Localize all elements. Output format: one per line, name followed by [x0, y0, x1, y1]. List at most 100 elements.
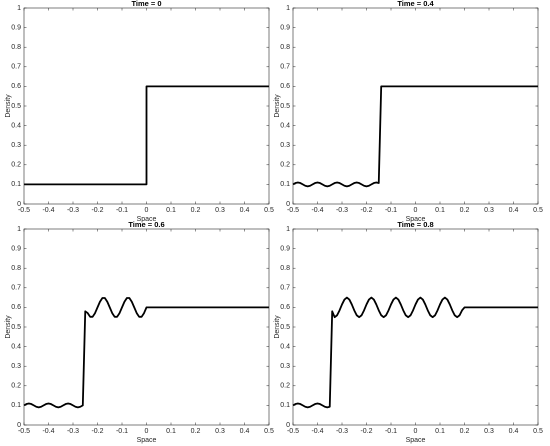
y-axis-label: Density: [5, 315, 12, 339]
x-tick-label: 0.3: [484, 207, 494, 214]
y-tick-label: 0.3: [11, 363, 21, 370]
x-tick-label: 0.3: [484, 428, 494, 435]
x-tick-label: -0.4: [311, 428, 323, 435]
x-tick-label: -0.2: [91, 428, 103, 435]
y-tick-label: 0.3: [280, 142, 290, 149]
x-tick-label: 0.3: [215, 207, 225, 214]
y-tick-label: 0.4: [280, 343, 290, 350]
x-tick-label: -0.4: [42, 428, 54, 435]
y-tick-label: 0.2: [280, 162, 290, 169]
chart-title: Time = 0.6: [128, 220, 164, 229]
x-axis-label: Space: [137, 216, 157, 223]
x-tick-label: -0.3: [336, 428, 348, 435]
y-tick-label: 0.9: [11, 245, 21, 252]
x-tick-label: -0.5: [287, 207, 299, 214]
y-tick-label: 0: [286, 201, 290, 208]
x-tick-label: -0.5: [287, 428, 299, 435]
x-tick-label: -0.3: [336, 207, 348, 214]
x-tick-label: 0: [145, 428, 149, 435]
x-tick-label: -0.2: [360, 207, 372, 214]
y-tick-label: 0.4: [11, 122, 21, 129]
y-tick-label: 1: [17, 226, 21, 233]
y-tick-label: 0.5: [11, 103, 21, 110]
y-axis-label: Density: [5, 94, 12, 118]
y-tick-label: 0.6: [11, 83, 21, 90]
y-tick-label: 0.6: [280, 304, 290, 311]
y-tick-label: 0.7: [280, 285, 290, 292]
x-tick-label: -0.4: [42, 207, 54, 214]
y-tick-label: 0.5: [280, 324, 290, 331]
x-tick-label: 0.1: [435, 428, 445, 435]
y-axis-label: Density: [274, 94, 281, 118]
x-tick-label: 0.2: [460, 428, 470, 435]
x-tick-label: -0.1: [116, 207, 128, 214]
y-tick-label: 0.9: [11, 24, 21, 31]
x-tick-label: 0.2: [191, 207, 201, 214]
y-tick-label: 0.1: [11, 402, 21, 409]
x-tick-label: 0.2: [460, 207, 470, 214]
y-tick-label: 0.6: [280, 83, 290, 90]
data-line: [24, 85, 269, 186]
axes-box: [292, 228, 539, 426]
chart-title: Time = 0.8: [397, 220, 433, 229]
plot-area: [293, 229, 538, 425]
y-tick-label: 1: [286, 5, 290, 12]
x-tick-label: 0.5: [533, 207, 543, 214]
y-tick-label: 0.4: [11, 343, 21, 350]
x-tick-label: 0.4: [240, 207, 250, 214]
x-axis-label: Space: [406, 216, 426, 223]
y-tick-label: 0.9: [280, 24, 290, 31]
x-tick-label: -0.5: [18, 207, 30, 214]
x-tick-label: 0.5: [533, 428, 543, 435]
y-tick-label: 0.2: [11, 383, 21, 390]
x-tick-label: 0.5: [264, 428, 274, 435]
data-line: [292, 296, 538, 409]
x-tick-label: 0.3: [215, 428, 225, 435]
y-tick-label: 0.8: [280, 265, 290, 272]
y-tick-label: 0.1: [280, 181, 290, 188]
y-axis-label: Density: [274, 315, 281, 339]
y-tick-label: 0.8: [11, 265, 21, 272]
y-tick-label: 0: [286, 422, 290, 429]
y-tick-label: 0.7: [280, 64, 290, 71]
y-tick-label: 0.5: [280, 103, 290, 110]
y-tick-label: 0.2: [280, 383, 290, 390]
y-tick-label: 0.6: [11, 304, 21, 311]
y-tick-label: 1: [17, 5, 21, 12]
x-tick-label: -0.1: [116, 428, 128, 435]
x-tick-label: -0.1: [385, 428, 397, 435]
y-tick-label: 0.5: [11, 324, 21, 331]
x-tick-label: 0: [145, 207, 149, 214]
y-tick-label: 0: [17, 422, 21, 429]
x-axis-label: Space: [406, 437, 426, 444]
y-tick-label: 0.8: [280, 44, 290, 51]
x-tick-label: 0: [414, 428, 418, 435]
x-tick-label: 0.1: [435, 207, 445, 214]
x-tick-label: -0.2: [360, 428, 372, 435]
axes-box: [23, 7, 270, 205]
axes-box: [292, 7, 539, 205]
y-tick-label: 1: [286, 226, 290, 233]
y-tick-label: 0.1: [11, 181, 21, 188]
y-tick-label: 0: [17, 201, 21, 208]
x-axis-label: Space: [137, 437, 157, 444]
x-tick-label: -0.1: [385, 207, 397, 214]
y-tick-label: 0.2: [11, 162, 21, 169]
plot-area: [293, 8, 538, 204]
x-tick-label: 0.1: [166, 207, 176, 214]
y-tick-label: 0.8: [11, 44, 21, 51]
x-tick-label: 0.1: [166, 428, 176, 435]
x-tick-label: -0.2: [91, 207, 103, 214]
x-tick-label: 0.4: [509, 428, 519, 435]
x-tick-label: 0.5: [264, 207, 274, 214]
y-tick-label: 0.4: [280, 122, 290, 129]
axes-box: [23, 228, 270, 426]
x-tick-label: 0.2: [191, 428, 201, 435]
chart-title: Time = 0.4: [397, 0, 434, 8]
y-tick-label: 0.9: [280, 245, 290, 252]
x-tick-label: -0.3: [67, 207, 79, 214]
x-tick-label: 0: [414, 207, 418, 214]
x-tick-label: 0.4: [240, 428, 250, 435]
